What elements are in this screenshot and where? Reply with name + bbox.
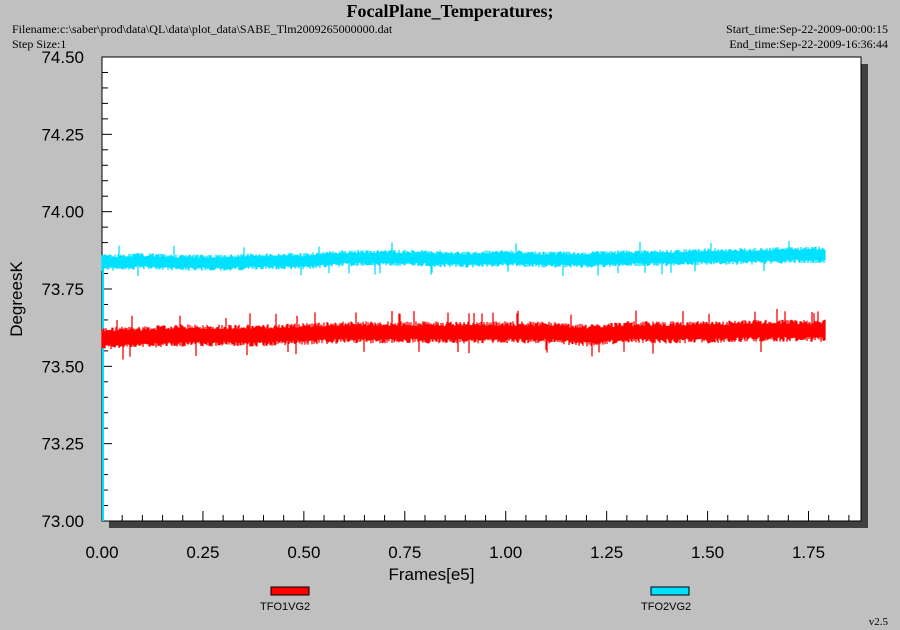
- y-tick-label: 74.00: [41, 203, 84, 222]
- x-tick-label: 1.50: [691, 543, 724, 562]
- y-axis-label: DegreesK: [7, 261, 26, 337]
- y-tick-label: 74.25: [41, 125, 84, 144]
- legend-label: TFO1VG2: [260, 601, 310, 613]
- y-tick-label: 73.50: [41, 357, 84, 376]
- series-tfo1vg2: [101, 308, 826, 360]
- x-tick-label: 0.75: [388, 543, 421, 562]
- version-label: v2.5: [868, 616, 888, 628]
- end-time-label: End_time:Sep-22-2009-16:36:44: [729, 37, 888, 51]
- x-tick-label: 0.50: [287, 543, 320, 562]
- y-tick-label: 73.75: [41, 280, 84, 299]
- legend-swatch: [650, 586, 690, 596]
- filename-label: Filename:c:\saber\prod\data\QL\data\plot…: [12, 22, 393, 36]
- start-time-label: Start_time:Sep-22-2009-00:00:15: [726, 22, 888, 36]
- legend-label: TFO2VG2: [641, 601, 691, 613]
- series-tfo2vg2: [101, 241, 826, 276]
- x-tick-label: 1.75: [792, 543, 825, 562]
- x-axis-label: Frames[e5]: [389, 565, 475, 584]
- chart-title: FocalPlane_Temperatures;: [346, 1, 554, 21]
- step-size-label: Step Size:1: [12, 37, 67, 51]
- x-tick-label: 1.00: [489, 543, 522, 562]
- y-tick-label: 73.00: [41, 512, 84, 531]
- y-tick-label: 73.25: [41, 435, 84, 454]
- x-tick-label: 0.00: [85, 543, 118, 562]
- legend-swatch: [270, 586, 310, 596]
- x-tick-label: 1.25: [590, 543, 623, 562]
- x-tick-label: 0.25: [186, 543, 219, 562]
- plot-area: [101, 56, 862, 522]
- y-tick-label: 74.50: [41, 48, 84, 67]
